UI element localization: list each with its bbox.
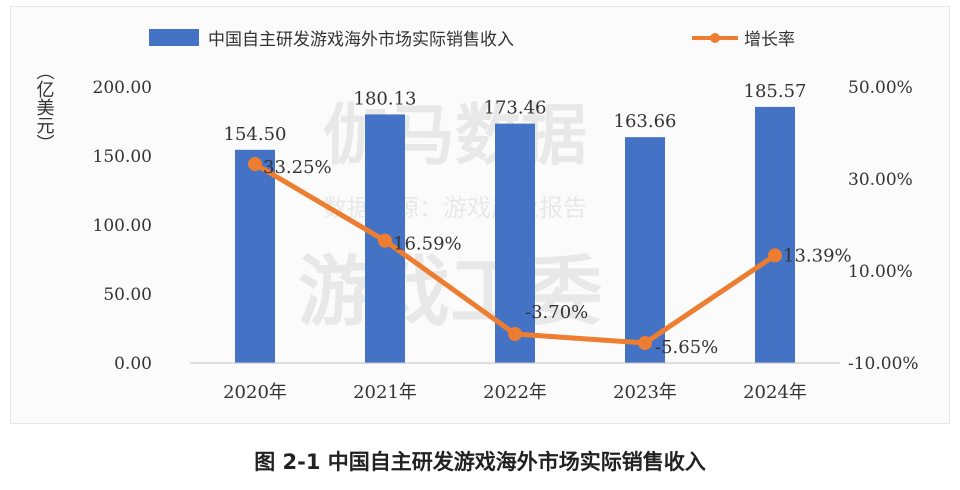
- y-right-tick-label: 30.00%: [848, 170, 913, 190]
- x-tick-label: 2020年: [223, 382, 287, 403]
- y-left-tick-label: 150.00: [93, 147, 152, 167]
- growth-value-label: 13.39%: [783, 245, 852, 266]
- bar-value-label: 163.66: [614, 111, 677, 132]
- y-left-axis-label: （亿美元）: [34, 62, 55, 152]
- growth-labels: 33.25% 16.59% -3.70% -5.65% 13.39%: [263, 157, 852, 358]
- y-left-tick-label: 0.00: [114, 354, 152, 374]
- x-axis-ticks: 2020年 2021年 2022年 2023年 2024年: [223, 382, 807, 403]
- legend: 中国自主研发游戏海外市场实际销售收入 增长率: [149, 29, 795, 50]
- x-tick-label: 2024年: [743, 382, 807, 403]
- legend-line-label: 增长率: [744, 30, 795, 50]
- y-left-ticks: 0.00 50.00 100.00 150.00 200.00: [93, 78, 152, 374]
- growth-marker: [638, 335, 652, 350]
- bar-value-label: 180.13: [354, 88, 417, 109]
- bar-value-labels: 154.50 180.13 173.46 163.66 185.57: [224, 81, 807, 145]
- legend-bar-label: 中国自主研发游戏海外市场实际销售收入: [208, 30, 514, 50]
- x-tick-label: 2023年: [613, 382, 677, 403]
- growth-value-label: 33.25%: [263, 157, 332, 178]
- y-right-ticks: -10.00% 10.00% 30.00% 50.00%: [848, 78, 919, 374]
- growth-line: [248, 157, 782, 350]
- bar: [235, 149, 275, 363]
- bar: [625, 137, 665, 363]
- y-right-tick-label: -10.00%: [848, 354, 919, 374]
- chart: 伽马数据 数据来源：游戏产业报告 游戏工委 中国自主研发游戏海外市场实际销售收入…: [34, 29, 919, 403]
- growth-marker: [248, 157, 262, 172]
- growth-value-label: -3.70%: [525, 302, 588, 323]
- growth-marker: [508, 327, 522, 342]
- bar-value-label: 154.50: [224, 124, 287, 145]
- y-left-tick-label: 50.00: [103, 285, 152, 305]
- x-tick-label: 2022年: [483, 382, 547, 403]
- growth-marker: [768, 248, 782, 263]
- y-right-tick-label: 10.00%: [848, 262, 913, 282]
- bar: [755, 106, 795, 364]
- growth-value-label: -5.65%: [655, 337, 718, 358]
- growth-value-label: 16.59%: [393, 234, 462, 255]
- y-left-tick-label: 100.00: [93, 216, 152, 236]
- figure-caption: 图 2-1 中国自主研发游戏海外市场实际销售收入: [254, 450, 706, 474]
- growth-marker: [378, 233, 392, 248]
- bar-value-label: 185.57: [744, 81, 807, 102]
- legend-bar-swatch: [149, 29, 199, 46]
- watermark-line3: 游戏工委: [298, 247, 602, 336]
- bar-value-label: 173.46: [484, 98, 547, 119]
- legend-line-marker: [710, 33, 720, 43]
- bars: [235, 106, 795, 364]
- watermark-line2: 数据来源：游戏产业报告: [323, 194, 587, 222]
- y-left-tick-label: 200.00: [93, 78, 152, 98]
- y-right-tick-label: 50.00%: [848, 78, 913, 98]
- x-tick-label: 2021年: [353, 382, 417, 403]
